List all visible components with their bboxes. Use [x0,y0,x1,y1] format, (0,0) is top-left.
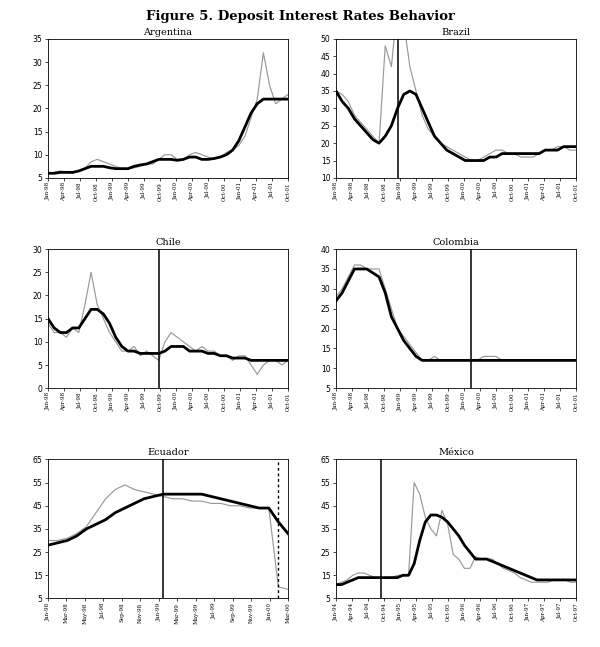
Title: Brazil: Brazil [442,28,470,37]
Title: México: México [438,448,474,457]
Title: Chile: Chile [155,238,181,247]
Title: Colombia: Colombia [433,238,479,247]
Title: Ecuador: Ecuador [147,448,189,457]
Text: Figure 5. Deposit Interest Rates Behavior: Figure 5. Deposit Interest Rates Behavio… [146,10,455,23]
Title: Argentina: Argentina [143,28,193,37]
